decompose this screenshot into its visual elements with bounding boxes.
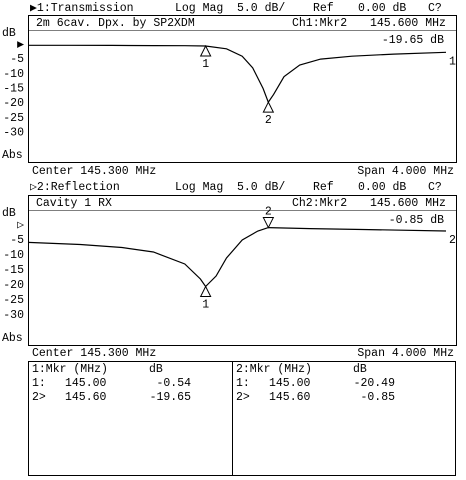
marker-label: 1 — [202, 58, 209, 71]
trace — [27, 226, 447, 288]
span-label: Span 4.000 MHz — [357, 347, 454, 360]
center-label: Center 145.300 MHz — [32, 347, 156, 360]
scale-label: 5.0 dB/ — [237, 2, 285, 15]
y-tick-label: -5 — [10, 53, 24, 66]
table-cell: 2> — [236, 391, 250, 404]
y-unit: dB — [2, 207, 16, 220]
table-cell: -19.65 — [150, 391, 192, 404]
y-tick-label: -10 — [3, 68, 24, 81]
ref-value: 0.00 dB — [358, 181, 406, 194]
table-header: 2:Mkr (MHz) — [236, 363, 312, 376]
y-tick-label: -30 — [3, 309, 24, 322]
status-label: C? — [428, 181, 442, 194]
marker-frequency: 145.600 MHz — [370, 17, 446, 30]
y-tick-label: -30 — [3, 127, 24, 140]
status-label: C? — [428, 2, 442, 15]
chart-title: 2m 6cav. Dpx. by SP2XDM — [36, 17, 195, 30]
format-label: Log Mag — [175, 2, 223, 15]
plot-frame — [28, 195, 457, 346]
marker-channel: Ch1:Mkr2 — [292, 17, 347, 30]
marker-channel: Ch2:Mkr2 — [292, 197, 347, 210]
marker — [262, 101, 275, 113]
table-header: dB — [353, 363, 367, 376]
table-header: 1:Mkr (MHz) — [32, 363, 108, 376]
plot-frame — [28, 15, 457, 163]
y-tick-label: -20 — [3, 279, 24, 292]
y-tick-label: -15 — [3, 83, 24, 96]
y-unit: dB — [2, 27, 16, 40]
marker — [262, 217, 275, 229]
trace-label: 1 — [449, 55, 456, 68]
marker-value: -0.85 dB — [389, 214, 444, 227]
table-cell: 145.00 — [65, 377, 107, 390]
ref-value: 0.00 dB — [358, 2, 406, 15]
table-cell: 1: — [32, 377, 46, 390]
chart-title: Cavity 1 RX — [36, 197, 112, 210]
y-tick-label: ▶ — [17, 38, 24, 51]
table-cell: -20.49 — [354, 377, 396, 390]
marker-label: 2 — [265, 206, 272, 219]
table-cell: 145.60 — [65, 391, 107, 404]
channel-label: ▶1:Transmission — [30, 2, 134, 15]
ref-label: Ref — [313, 181, 334, 194]
marker-table-frame — [28, 361, 456, 476]
marker-label: 1 — [202, 299, 209, 312]
table-cell: 145.60 — [269, 391, 311, 404]
table-cell: -0.85 — [360, 391, 395, 404]
marker-value: -19.65 dB — [382, 34, 444, 47]
marker — [199, 285, 212, 297]
y-bottom-label: Abs — [2, 149, 23, 162]
center-label: Center 145.300 MHz — [32, 165, 156, 178]
marker-frequency: 145.600 MHz — [370, 197, 446, 210]
table-cell: -0.54 — [156, 377, 191, 390]
ref-label: Ref — [313, 2, 334, 15]
table-cell: 2> — [32, 391, 46, 404]
trace — [28, 44, 447, 104]
y-tick-label: -25 — [3, 112, 24, 125]
table-cell: 145.00 — [269, 377, 311, 390]
channel-label: ▷2:Reflection — [30, 181, 120, 194]
scale-label: 5.0 dB/ — [237, 181, 285, 194]
y-bottom-label: Abs — [2, 332, 23, 345]
trace-label: 2 — [449, 234, 456, 247]
y-tick-label: -25 — [3, 294, 24, 307]
span-label: Span 4.000 MHz — [357, 165, 454, 178]
marker — [199, 44, 212, 57]
y-tick-label: -20 — [3, 97, 24, 110]
table-header: dB — [149, 363, 163, 376]
y-tick-label: ▷ — [17, 219, 24, 232]
y-tick-label: -10 — [3, 249, 24, 262]
format-label: Log Mag — [175, 181, 223, 194]
y-tick-label: -5 — [10, 234, 24, 247]
table-cell: 1: — [236, 377, 250, 390]
y-tick-label: -15 — [3, 264, 24, 277]
marker-label: 2 — [265, 114, 272, 127]
